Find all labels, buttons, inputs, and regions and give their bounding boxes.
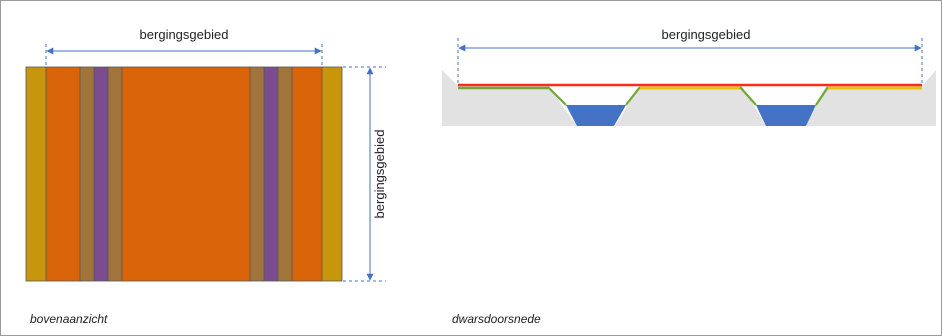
- caption-cross-section: dwarsdoorsnede: [452, 312, 541, 326]
- slope-left-1: [80, 67, 94, 281]
- outer-strip-left: [26, 67, 46, 281]
- field-center: [122, 67, 250, 281]
- ditch-water-left-section: [566, 105, 626, 126]
- ditch-water-right: [264, 67, 278, 281]
- ditch-water-left: [94, 67, 108, 281]
- cross-section-dimension-label: bergingsgebied: [662, 27, 751, 42]
- top-view-vertical-label: bergingsgebied: [372, 130, 387, 219]
- ditch-water-right-section: [756, 105, 816, 126]
- field-right: [292, 67, 322, 281]
- slope-right-2: [278, 67, 292, 281]
- field-left: [46, 67, 80, 281]
- top-view-vertical-dimension: [343, 66, 386, 282]
- top-view: bergingsgebied bergingsgebied: [25, 27, 387, 282]
- slope-left-2: [108, 67, 122, 281]
- outer-strip-right: [322, 67, 342, 281]
- cross-section-dimension: [457, 38, 923, 84]
- cross-section-ground: [442, 70, 936, 126]
- top-view-horizontal-dimension: [45, 44, 323, 66]
- top-view-horizontal-label: bergingsgebied: [140, 27, 229, 42]
- ditch-slopes: [547, 86, 829, 106]
- slope-right-1: [250, 67, 264, 281]
- caption-top-view: bovenaanzicht: [30, 312, 108, 326]
- cross-section: bergingsgebied: [442, 27, 936, 126]
